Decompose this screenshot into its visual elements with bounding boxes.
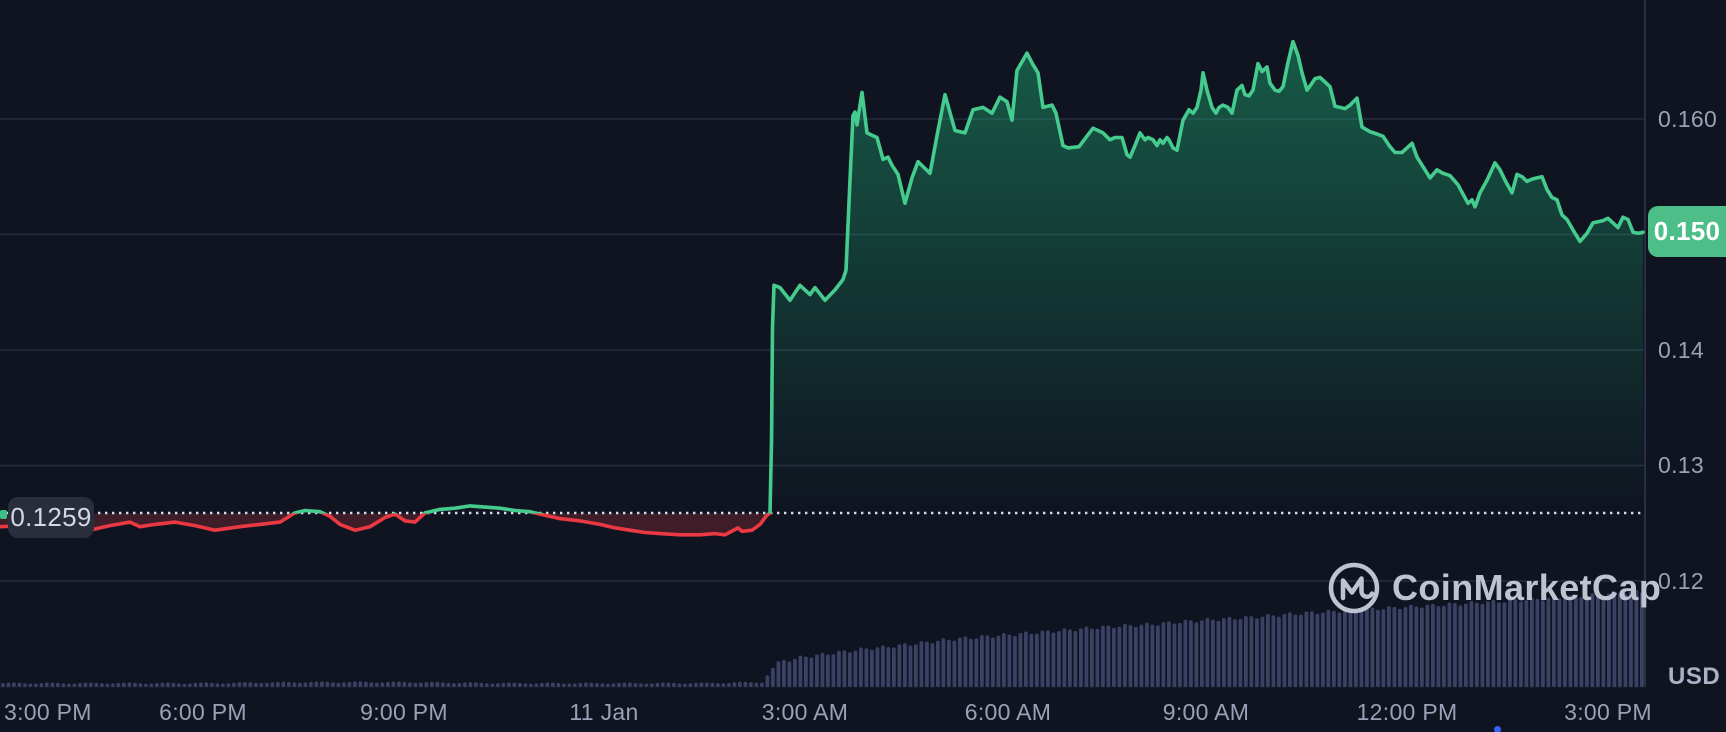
currency-label: USD — [1668, 663, 1721, 690]
price-line — [0, 39, 1645, 537]
y-axis-tick-label: 0.13 — [1658, 452, 1704, 478]
x-axis-tick-label: 12:00 PM — [1356, 699, 1458, 725]
x-axis-tick-label: 3:00 PM — [4, 699, 92, 725]
coinmarketcap-watermark: CoinMarketCap — [1326, 560, 1661, 616]
x-axis-tick-label: 11 Jan — [569, 699, 639, 725]
x-axis-tick-label: 6:00 PM — [159, 699, 247, 725]
x-axis-tick-label: 9:00 PM — [360, 699, 448, 725]
volume-bars — [1, 590, 1644, 687]
y-axis-tick-label: 0.14 — [1658, 337, 1704, 363]
previous-close-tick — [0, 510, 7, 519]
coinmarketcap-logo-icon — [1328, 562, 1380, 614]
x-axis-tick-label: 3:00 AM — [761, 699, 849, 725]
x-axis-tick-label: 9:00 AM — [1162, 699, 1250, 725]
previous-close-badge: 0.1259 — [8, 497, 94, 538]
time-axis-marker — [1494, 726, 1501, 732]
y-axis-tick-label: 0.12 — [1658, 568, 1704, 594]
y-axis-tick-label: 0.160 — [1658, 106, 1718, 132]
x-axis-tick-label: 6:00 AM — [964, 699, 1052, 725]
current-price-badge: 0.150 — [1648, 206, 1726, 257]
x-axis-tick-label: 3:00 PM — [1564, 699, 1652, 725]
watermark-text: CoinMarketCap — [1392, 567, 1662, 608]
price-area-fill — [0, 41, 1643, 535]
